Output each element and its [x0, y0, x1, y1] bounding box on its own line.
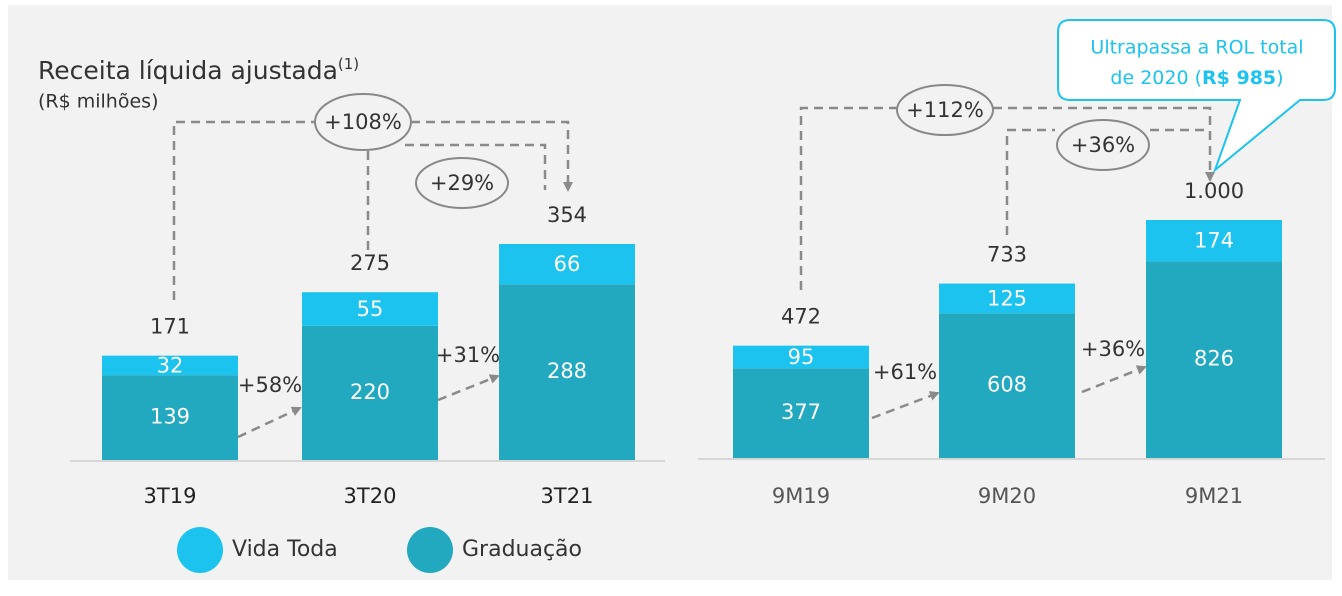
callout-box [1057, 19, 1336, 174]
bar-segment [733, 345, 869, 369]
bar-segment [102, 375, 238, 460]
segment-label: 608 [987, 373, 1027, 397]
bar-segment [1146, 261, 1282, 458]
bar-segment [302, 292, 438, 326]
growth-label: +31% [436, 343, 500, 367]
legend-label: Graduação [462, 537, 582, 562]
segment-label: 66 [554, 252, 581, 276]
segment-label: 125 [987, 286, 1027, 310]
segment-label: 95 [788, 345, 815, 369]
bracket [1005, 128, 1055, 235]
segment-label: 32 [157, 353, 184, 377]
bracket [172, 120, 315, 300]
callout-text: Ultrapassa a ROL total [1090, 37, 1303, 59]
legend-label: Vida Toda [232, 537, 338, 562]
bar-segment [499, 244, 635, 285]
segment-label: 288 [547, 359, 587, 383]
callout-text: de 2020 (R$ 985) [1110, 67, 1283, 89]
total-label: 275 [350, 251, 390, 275]
growth-ellipse [1056, 119, 1150, 171]
growth-label: +108% [324, 110, 402, 134]
segment-label: 220 [350, 380, 390, 404]
segment-label: 826 [1194, 347, 1234, 371]
growth-label: +112% [906, 98, 984, 122]
segment-label: 139 [150, 405, 190, 429]
growth-label: +58% [238, 373, 302, 397]
x-tick-label: 9M21 [1185, 484, 1243, 508]
bar-segment [499, 284, 635, 460]
growth-arrow [237, 406, 302, 439]
growth-ellipse [896, 84, 994, 136]
segment-label: 55 [357, 297, 384, 321]
bracket [799, 106, 897, 290]
legend-swatch [177, 527, 223, 573]
total-label: 354 [547, 203, 587, 227]
growth-label: +36% [1081, 337, 1145, 361]
growth-arrow [437, 374, 500, 402]
growth-arrow [871, 391, 940, 420]
x-tick-label: 3T20 [344, 484, 397, 508]
bar-segment [102, 355, 238, 376]
total-label: 733 [987, 243, 1027, 267]
bar-segment [939, 313, 1075, 458]
bar-segment [1146, 220, 1282, 262]
segment-label: 174 [1194, 229, 1234, 253]
bracket [993, 106, 1215, 182]
growth-label: +29% [430, 171, 494, 195]
bar-segment [939, 283, 1075, 314]
x-tick-label: 9M19 [772, 484, 830, 508]
x-tick-label: 9M20 [978, 484, 1036, 508]
total-label: 1.000 [1184, 179, 1244, 203]
total-label: 472 [781, 305, 821, 329]
bracket [405, 143, 547, 190]
subtitle: (R$ milhões) [38, 91, 158, 113]
chart-title: Receita líquida ajustada(1) [38, 55, 359, 86]
total-label: 171 [150, 315, 190, 339]
bracket [411, 120, 573, 192]
growth-arrow [1081, 365, 1147, 394]
legend-swatch [407, 527, 453, 573]
bar-segment [302, 325, 438, 460]
growth-ellipse [415, 157, 509, 209]
growth-ellipse [314, 93, 412, 151]
growth-label: +36% [1071, 133, 1135, 157]
x-tick-label: 3T19 [144, 484, 197, 508]
x-tick-label: 3T21 [541, 484, 594, 508]
growth-label: +61% [873, 360, 937, 384]
bar-segment [733, 368, 869, 458]
segment-label: 377 [781, 400, 821, 424]
